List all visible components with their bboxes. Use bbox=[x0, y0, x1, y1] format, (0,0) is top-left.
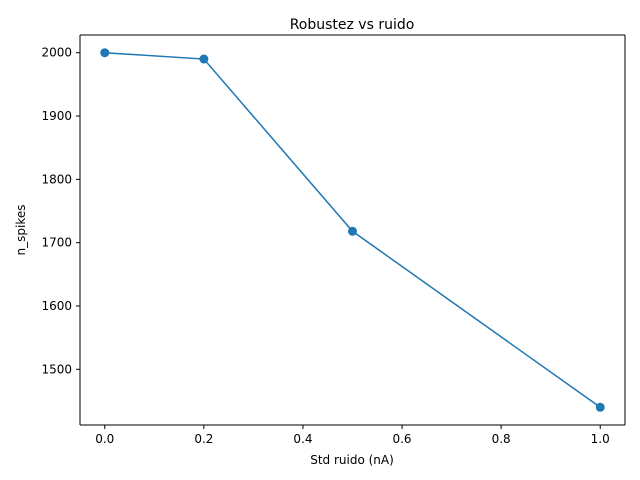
y-tick-label: 1700 bbox=[41, 236, 72, 250]
x-axis-ticks: 0.0 0.2 0.4 0.6 0.8 1.0 bbox=[95, 425, 610, 446]
plot-area: 0.0 0.2 0.4 0.6 0.8 1.0 1500 1600 1700 1800 1900 2… bbox=[41, 34, 626, 446]
chart-title: Robustez vs ruido bbox=[290, 17, 415, 33]
data-point bbox=[348, 226, 357, 236]
x-tick-label: 0.0 bbox=[95, 432, 114, 446]
y-tick-label: 1600 bbox=[41, 299, 72, 313]
y-axis-label: n_spikes bbox=[14, 205, 28, 256]
x-axis-label: Std ruido (nA) bbox=[310, 453, 394, 467]
y-tick-label: 1900 bbox=[41, 109, 72, 123]
x-tick-label: 0.4 bbox=[293, 432, 312, 446]
x-tick-label: 0.2 bbox=[194, 432, 213, 446]
y-tick-label: 1500 bbox=[41, 362, 72, 376]
x-tick-label: 1.0 bbox=[591, 432, 610, 446]
x-tick-label: 0.8 bbox=[492, 432, 511, 446]
data-point bbox=[595, 402, 605, 412]
data-point bbox=[100, 48, 110, 58]
series-line bbox=[104, 51, 601, 408]
x-tick-label: 0.6 bbox=[392, 432, 411, 446]
y-tick-label: 1800 bbox=[41, 172, 72, 186]
data-point bbox=[199, 54, 209, 64]
y-tick-label: 2000 bbox=[41, 46, 72, 60]
y-axis-ticks: 1500 1600 1700 1800 1900 2000 bbox=[41, 46, 80, 376]
series-layer bbox=[100, 48, 605, 412]
